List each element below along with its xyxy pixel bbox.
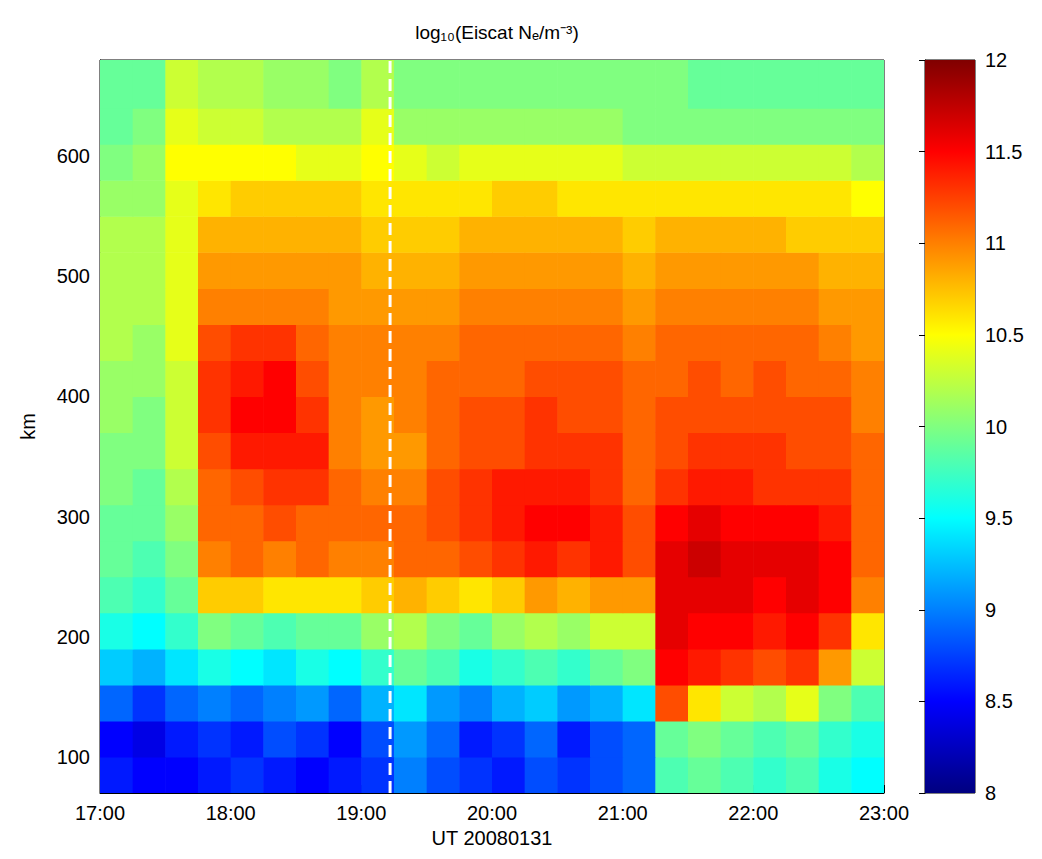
svg-text:11: 11 [985,232,1006,254]
svg-text:km: km [17,413,39,440]
svg-text:22:00: 22:00 [728,802,778,824]
svg-text:200: 200 [57,626,90,648]
svg-text:100: 100 [57,746,90,768]
svg-text:8.5: 8.5 [985,690,1013,712]
svg-text:12: 12 [985,49,1007,71]
svg-text:11.5: 11.5 [985,141,1022,163]
svg-text:600: 600 [57,145,90,167]
svg-text:log₁₀(Eiscat Nₑ/m⁻³): log₁₀(Eiscat Nₑ/m⁻³) [415,22,579,43]
svg-text:20:00: 20:00 [467,802,517,824]
svg-text:17:00: 17:00 [75,802,125,824]
svg-text:19:00: 19:00 [336,802,386,824]
svg-text:8: 8 [985,782,996,804]
svg-text:21:00: 21:00 [598,802,648,824]
svg-text:300: 300 [57,506,90,528]
svg-text:400: 400 [57,385,90,407]
svg-text:18:00: 18:00 [206,802,256,824]
svg-text:500: 500 [57,265,90,287]
svg-text:10: 10 [985,416,1007,438]
svg-text:9.5: 9.5 [985,507,1013,529]
svg-text:9: 9 [985,599,996,621]
svg-text:10.5: 10.5 [985,324,1024,346]
svg-text:23:00: 23:00 [859,802,909,824]
svg-text:UT 20080131: UT 20080131 [432,827,553,849]
